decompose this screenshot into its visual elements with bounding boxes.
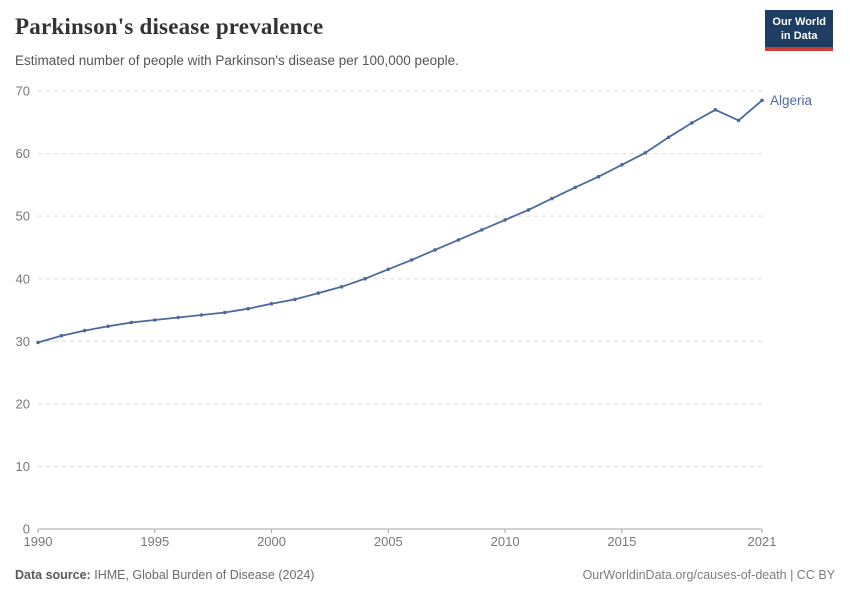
y-tick-label: 0 xyxy=(23,522,30,537)
data-point[interactable] xyxy=(456,238,461,242)
data-point[interactable] xyxy=(199,313,204,317)
x-tick-label: 1995 xyxy=(140,534,169,549)
data-point[interactable] xyxy=(293,297,297,302)
data-point[interactable] xyxy=(129,320,134,325)
data-point[interactable] xyxy=(479,228,484,232)
y-tick-label: 70 xyxy=(16,84,30,99)
data-source-text: IHME, Global Burden of Disease (2024) xyxy=(94,568,315,582)
x-tick-label: 2010 xyxy=(491,534,520,549)
data-point[interactable] xyxy=(82,328,87,333)
y-tick-label: 30 xyxy=(16,334,30,349)
data-point[interactable] xyxy=(153,318,157,322)
data-point[interactable] xyxy=(550,196,554,201)
data-point[interactable] xyxy=(106,324,110,329)
data-point[interactable] xyxy=(316,291,321,295)
credit-link[interactable]: OurWorldinData.org/causes-of-death | CC … xyxy=(582,568,835,582)
data-point[interactable] xyxy=(269,301,274,306)
data-point[interactable] xyxy=(339,285,344,289)
data-point[interactable] xyxy=(36,340,40,345)
y-tick-label: 20 xyxy=(16,396,30,411)
owid-logo-line1: Our World xyxy=(772,16,826,28)
data-point[interactable] xyxy=(223,310,227,315)
data-point[interactable] xyxy=(760,98,764,103)
x-tick-label: 2021 xyxy=(748,534,777,549)
data-source-label: Data source: xyxy=(15,568,91,582)
x-tick-label: 2015 xyxy=(607,534,636,549)
y-tick-label: 50 xyxy=(16,209,30,224)
data-source: Data source: IHME, Global Burden of Dise… xyxy=(15,568,314,582)
x-tick-label: 2005 xyxy=(374,534,403,549)
x-tick-label: 2000 xyxy=(257,534,286,549)
data-point[interactable] xyxy=(246,306,250,311)
chart-footer: Data source: IHME, Global Burden of Dise… xyxy=(15,568,835,582)
y-tick-label: 40 xyxy=(16,271,30,286)
y-tick-label: 10 xyxy=(16,459,30,474)
data-point[interactable] xyxy=(596,174,601,179)
data-point[interactable] xyxy=(433,248,437,252)
owid-logo: Our World in Data xyxy=(765,10,833,51)
page-subtitle: Estimated number of people with Parkinso… xyxy=(15,53,459,68)
data-point[interactable] xyxy=(620,163,624,167)
data-point[interactable] xyxy=(59,333,64,338)
data-point[interactable] xyxy=(713,108,718,112)
page-title: Parkinson's disease prevalence xyxy=(15,14,324,39)
data-point[interactable] xyxy=(503,218,507,222)
data-point[interactable] xyxy=(736,118,741,123)
data-point[interactable] xyxy=(363,276,367,281)
data-point[interactable] xyxy=(386,267,391,272)
owid-logo-line2: in Data xyxy=(780,30,818,43)
data-point[interactable] xyxy=(526,208,531,212)
y-tick-label: 60 xyxy=(16,146,30,161)
series-end-label[interactable]: Algeria xyxy=(770,93,813,108)
data-point[interactable] xyxy=(643,151,647,155)
data-point[interactable] xyxy=(573,185,577,190)
data-point[interactable] xyxy=(409,258,414,262)
series-line[interactable] xyxy=(37,99,763,344)
x-tick-label: 1990 xyxy=(24,534,53,549)
data-point[interactable] xyxy=(666,135,671,140)
data-point[interactable] xyxy=(690,121,694,125)
data-point[interactable] xyxy=(176,315,180,320)
